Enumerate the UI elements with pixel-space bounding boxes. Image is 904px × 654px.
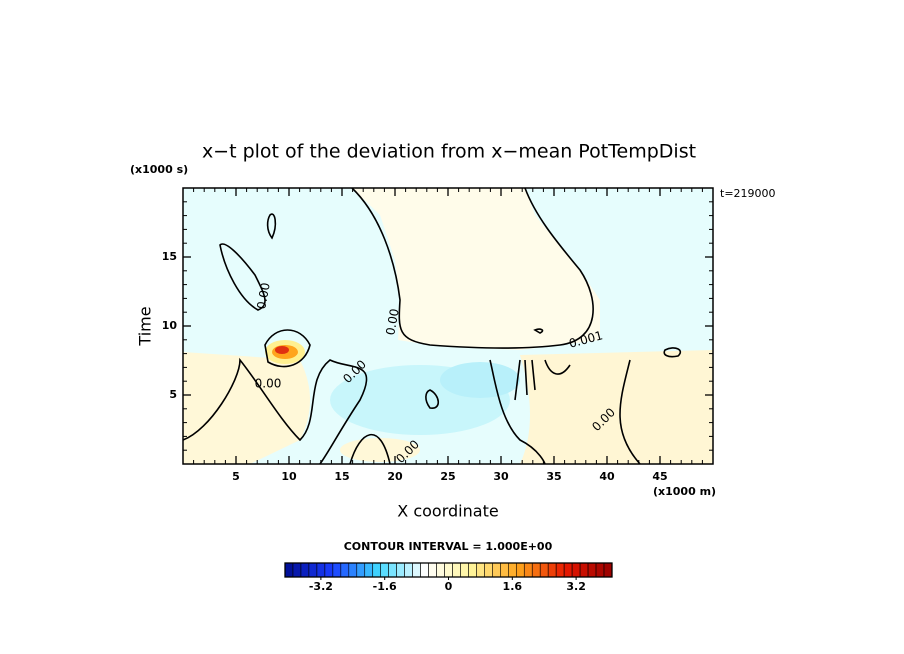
colorbar-box	[508, 562, 517, 578]
colorbar-box	[308, 562, 318, 578]
colorbar-box	[420, 562, 429, 578]
colorbar-box	[412, 562, 421, 578]
field	[182, 187, 713, 465]
x-unit: (x1000 m)	[653, 485, 716, 498]
colorbar-box	[372, 562, 382, 578]
contour-lines	[182, 187, 682, 465]
chart-title: x−t plot of the deviation from x−mean Po…	[202, 141, 696, 163]
colorbar-box	[563, 562, 573, 578]
colorbar-box	[292, 562, 302, 578]
colorbar-box	[476, 562, 485, 578]
colorbar-box	[500, 562, 509, 578]
colorbar-box	[555, 562, 565, 578]
colorbar-box	[396, 562, 405, 578]
y-tick-label: 15	[162, 250, 177, 263]
colorbar-box	[460, 562, 469, 578]
colorbar-box	[603, 562, 613, 578]
colorbar-tick-label: -1.6	[373, 580, 397, 593]
warm-region	[352, 188, 600, 350]
colorbar-box	[428, 562, 437, 578]
colorbar-box	[324, 562, 334, 578]
x-tick-label: 40	[599, 470, 615, 483]
colorbar-tick-label: -3.2	[309, 580, 333, 593]
x-tick-label: 10	[281, 470, 297, 483]
colorbar-box	[579, 562, 589, 578]
colorbar-tick-label: 0	[445, 580, 453, 593]
hot-spot	[275, 346, 289, 354]
colorbar-box	[364, 562, 374, 578]
colorbar-box	[332, 562, 342, 578]
colorbar-box	[523, 562, 533, 578]
colorbar-box	[595, 562, 605, 578]
colorbar-box	[348, 562, 358, 578]
colorbar-box	[492, 562, 501, 578]
colorbar-box	[444, 562, 453, 578]
contour-label: 0.00	[254, 282, 272, 311]
x-tick-label: 25	[440, 470, 455, 483]
warm-region	[520, 350, 713, 464]
y-tick-label: 10	[162, 319, 178, 332]
contour-interval: CONTOUR INTERVAL = 1.000E+00	[344, 540, 553, 553]
colorbar-box	[468, 562, 477, 578]
colorbar-box	[587, 562, 597, 578]
contour-label: 0.00	[255, 377, 282, 391]
colorbar-box	[531, 562, 541, 578]
colorbar-box	[571, 562, 581, 578]
cool-region	[440, 362, 520, 398]
colorbar-box	[284, 562, 294, 578]
warm-region	[340, 438, 420, 462]
contour-label: 0.00	[383, 308, 401, 337]
colorbar-box	[539, 562, 549, 578]
colorbar-tick-label: 3.2	[566, 580, 586, 593]
x-tick-label: 20	[387, 470, 403, 483]
colorbar-box	[300, 562, 310, 578]
colorbar-tick-label: 1.6	[503, 580, 523, 593]
colorbar-box	[340, 562, 350, 578]
y-tick-label: 5	[169, 388, 177, 401]
warm-region	[183, 352, 310, 464]
colorbar-box	[356, 562, 366, 578]
colorbar-box	[380, 562, 389, 578]
colorbar-box	[436, 562, 445, 578]
x-tick-label: 5	[232, 470, 240, 483]
colorbar-box	[388, 562, 397, 578]
x-tick-label: 45	[652, 470, 667, 483]
x-tick-label: 30	[493, 470, 509, 483]
time-note: t=219000	[720, 187, 776, 200]
colorbar-box	[404, 562, 413, 578]
colorbar-box	[515, 562, 525, 578]
x-tick-label: 35	[546, 470, 561, 483]
colorbar-box	[547, 562, 557, 578]
colorbar-box	[316, 562, 326, 578]
colorbar-box	[484, 562, 493, 578]
y-axis-label: Time	[136, 306, 155, 346]
y-unit: (x1000 s)	[130, 163, 188, 176]
x-axis-label: X coordinate	[397, 502, 498, 521]
x-tick-label: 15	[334, 470, 349, 483]
colorbar-box	[452, 562, 461, 578]
